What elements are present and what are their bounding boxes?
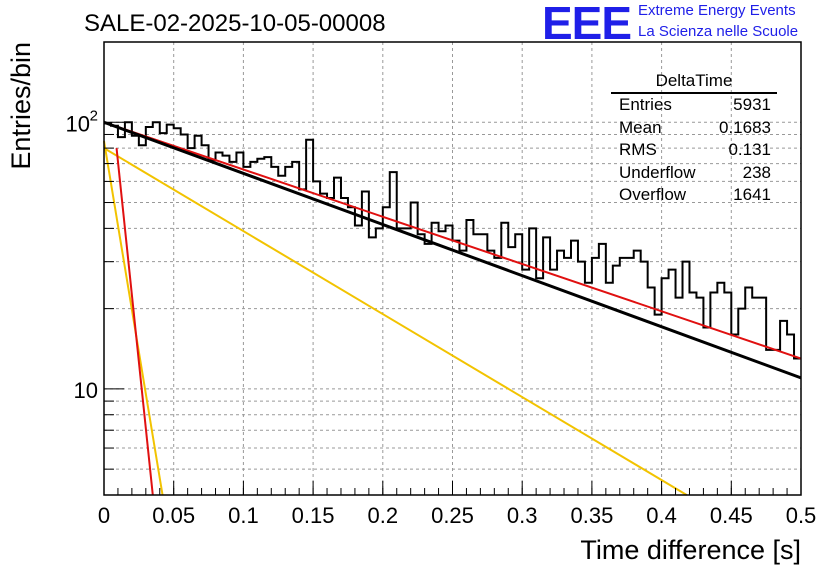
stats-row-underflow: Underflow 238: [611, 162, 777, 185]
x-tick-label: 0.35: [570, 503, 613, 528]
y-axis-label: Entries/bin: [6, 42, 36, 170]
stats-label: Entries: [619, 95, 672, 114]
stats-box: DeltaTime Entries 5931 Mean 0.1683 RMS 0…: [611, 70, 777, 207]
x-tick-label: 0.2: [368, 503, 399, 528]
stats-label: Overflow: [619, 185, 687, 204]
fit-line: [103, 120, 802, 380]
x-tick-label: 0.05: [152, 503, 195, 528]
plot-area: [104, 42, 801, 495]
x-tick-label: 0.45: [710, 503, 753, 528]
x-tick-label: 0.1: [228, 503, 259, 528]
fit-line: [103, 121, 802, 360]
fit-curves-layer: [103, 120, 802, 496]
stats-row-mean: Mean 0.1683: [611, 117, 777, 140]
fit-line: [103, 147, 688, 496]
stats-label: Mean: [619, 117, 662, 137]
tick-labels: 0 0.05 0.1 0.15 0.2 0.25 0.3 0.35 0.4 0.45 0.5 10 10…: [66, 107, 817, 528]
x-tick-label: 0.3: [507, 503, 538, 528]
x-axis-label: Time difference [s]: [580, 535, 801, 565]
x-tick-label: 0.25: [431, 503, 474, 528]
stats-title: DeltaTime: [611, 70, 777, 94]
stats-label: RMS: [619, 140, 657, 159]
stats-row-entries: Entries 5931: [611, 94, 777, 117]
eee-logo: EEE: [542, 0, 632, 49]
eee-tagline-1: Extreme Energy Events: [638, 2, 796, 19]
stats-value: 0.131: [728, 140, 771, 159]
stats-row-rms: RMS 0.131: [611, 139, 777, 162]
x-tick-label: 0: [98, 503, 110, 528]
fit-line: [115, 147, 154, 496]
x-tick-label: 0.4: [646, 503, 677, 528]
x-tick-label: 0.5: [786, 503, 817, 528]
histogram-layer: [104, 121, 801, 360]
stats-label: Underflow: [619, 162, 696, 182]
x-tick-label: 0.15: [292, 503, 335, 528]
y-tick-label-exponent: 2: [90, 107, 98, 124]
y-tick-label: 10: [66, 111, 90, 136]
chart-title: SALE-02-2025-10-05-00008: [84, 10, 386, 37]
stats-value: 1641: [733, 185, 771, 204]
y-tick-label: 10: [74, 378, 98, 403]
stats-row-overflow: Overflow 1641: [611, 184, 777, 207]
histogram-steps: [104, 121, 801, 360]
stats-value: 0.1683: [719, 117, 771, 137]
fit-line: [103, 140, 164, 496]
stats-value: 238: [742, 162, 771, 182]
eee-tagline-2: La Scienza nelle Scuole: [638, 23, 799, 40]
stats-value: 5931: [733, 95, 771, 114]
axes-ticks: [103, 41, 802, 496]
